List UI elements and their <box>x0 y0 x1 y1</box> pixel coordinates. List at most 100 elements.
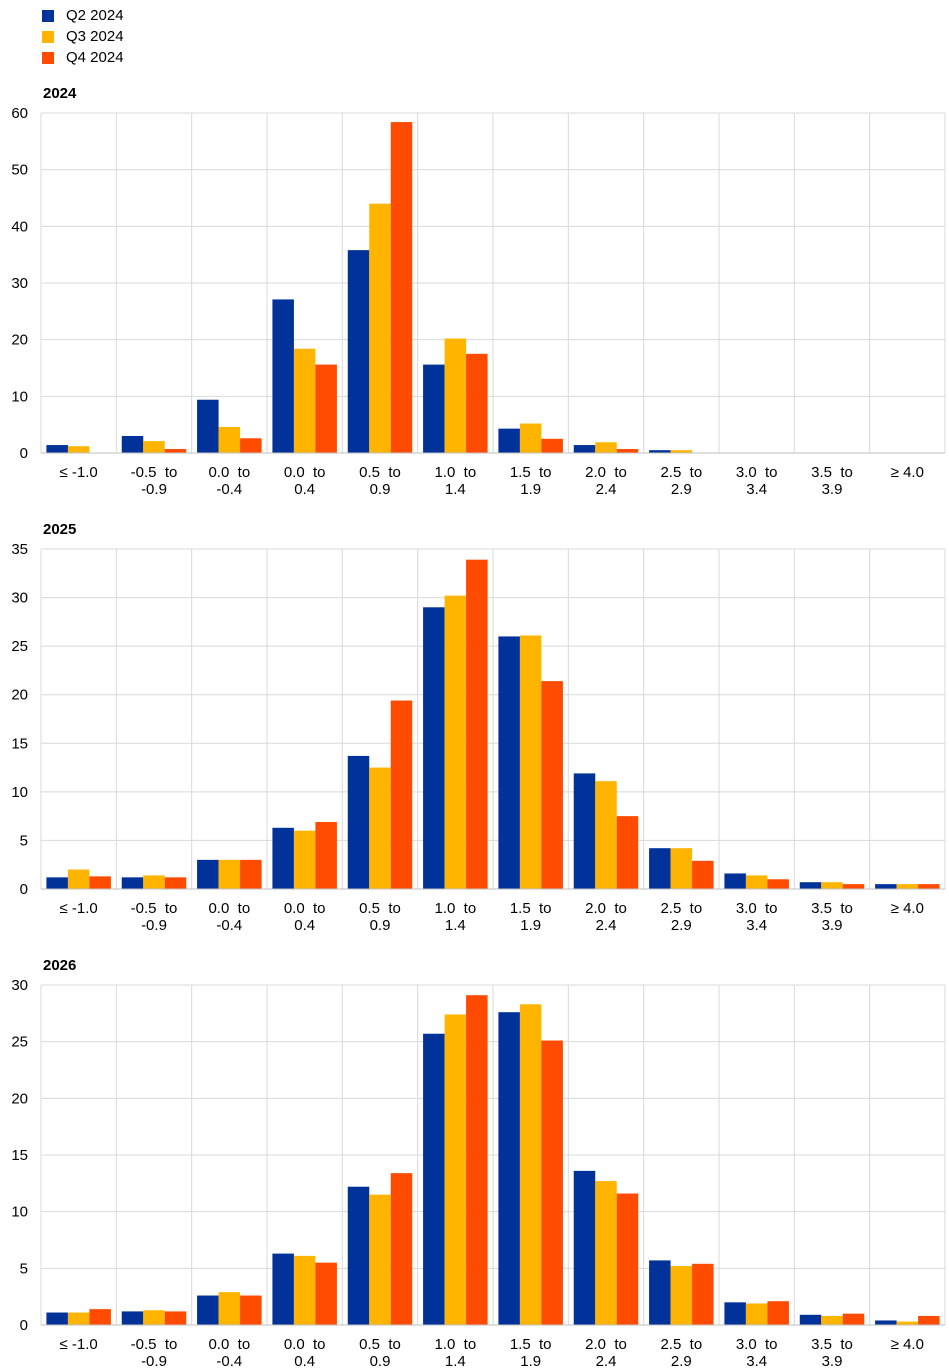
y-tick-label: 25 <box>11 638 28 655</box>
y-tick-label: 10 <box>11 784 28 801</box>
bar <box>143 441 165 453</box>
bar <box>121 436 144 453</box>
legend-swatch <box>42 30 54 43</box>
x-tick-label: -0.5 to -0.9 <box>131 1336 178 1368</box>
x-tick-label: ≥ 4.0 <box>891 464 924 481</box>
y-tick-label: 0 <box>20 445 28 462</box>
bar <box>89 876 111 889</box>
bar <box>724 873 746 889</box>
bar <box>46 1312 68 1325</box>
y-tick-label: 20 <box>11 1090 28 1107</box>
x-tick-label: 0.0 to 0.4 <box>284 1336 326 1368</box>
bar <box>541 1040 563 1325</box>
bar <box>649 848 671 889</box>
y-tick-label: 30 <box>11 275 28 292</box>
x-tick-label: 0.5 to 0.9 <box>359 900 401 934</box>
bar <box>121 877 144 889</box>
chart-title: 2025 <box>43 521 77 538</box>
bar <box>541 438 563 453</box>
bar <box>616 449 639 453</box>
bar <box>423 364 445 453</box>
bar <box>616 1193 639 1325</box>
bar <box>799 1314 822 1325</box>
bar <box>896 1321 919 1325</box>
bar <box>767 879 789 889</box>
bar <box>498 428 520 453</box>
bar <box>272 299 294 453</box>
y-tick-label: 15 <box>11 1147 28 1164</box>
bar <box>218 1292 241 1325</box>
bar <box>595 1181 617 1325</box>
bar <box>444 1014 467 1325</box>
bar <box>519 1004 542 1325</box>
bar <box>164 1311 187 1325</box>
bar <box>745 875 768 889</box>
bar <box>272 827 294 889</box>
bar <box>918 1315 940 1325</box>
bar <box>875 884 897 889</box>
y-tick-label: 35 <box>11 541 28 558</box>
bar <box>164 877 187 889</box>
bar <box>799 882 822 889</box>
x-tick-label: 3.0 to 3.4 <box>736 464 778 498</box>
bar <box>616 816 639 889</box>
bar <box>46 877 68 889</box>
chart-panel-2024: 2024 0 10 20 30 40 50 60 ≤ -1.0 -0.5 to -0.9 0.0 t… <box>0 85 949 505</box>
bar <box>143 875 165 889</box>
x-tick-label: 1.0 to 1.4 <box>434 1336 476 1368</box>
bar <box>519 635 542 889</box>
bar <box>724 1302 746 1325</box>
bar <box>541 681 563 889</box>
bar <box>595 781 617 889</box>
chart-panel-2025: 2025 0 5 10 15 20 25 30 35 ≤ -1.0 -0.5 to -0.9 0.0 … <box>0 521 949 941</box>
y-tick-label: 30 <box>11 977 28 994</box>
x-tick-label: 0.0 to -0.4 <box>208 900 250 934</box>
bar <box>390 700 413 889</box>
x-tick-label: 3.5 to 3.9 <box>811 1336 853 1368</box>
x-tick-label: 3.5 to 3.9 <box>811 464 853 498</box>
y-tick-label: 5 <box>20 1260 28 1277</box>
bar <box>573 445 596 453</box>
bar <box>423 1033 445 1325</box>
bar <box>67 869 90 889</box>
bar <box>369 203 391 453</box>
bar-chart-2024: 0 10 20 30 40 50 60 ≤ -1.0 -0.5 to -0.9 0.0 to -0.4… <box>11 105 946 498</box>
legend-item-q4-2024: Q4 2024 <box>42 47 124 68</box>
chart-title: 2024 <box>43 85 77 102</box>
bar <box>466 559 488 889</box>
bar <box>670 1266 693 1325</box>
bar-chart-2025: 0 5 10 15 20 25 30 35 ≤ -1.0 -0.5 to -0.9 0.0 to -0.… <box>11 541 946 934</box>
x-tick-label: ≤ -1.0 <box>60 900 98 917</box>
legend-label: Q3 2024 <box>66 28 124 45</box>
bar <box>293 348 316 453</box>
x-tick-label: 3.0 to 3.4 <box>736 1336 778 1368</box>
bar <box>519 423 542 453</box>
bar <box>670 848 693 889</box>
bar <box>692 860 714 889</box>
x-tick-label: 0.0 to -0.4 <box>208 464 250 498</box>
bar <box>466 995 488 1325</box>
x-tick-label: ≤ -1.0 <box>60 464 98 481</box>
bar <box>121 1311 144 1325</box>
bar <box>767 1301 789 1325</box>
y-tick-label: 60 <box>11 105 28 122</box>
bar <box>595 442 617 453</box>
bar <box>369 1194 391 1325</box>
x-tick-label: 1.5 to 1.9 <box>510 1336 552 1368</box>
bar <box>573 773 596 889</box>
x-tick-label: 3.5 to 3.9 <box>811 900 853 934</box>
x-tick-label: -0.5 to -0.9 <box>131 464 178 498</box>
y-tick-label: 20 <box>11 332 28 349</box>
bar <box>347 755 370 889</box>
chart-panel-2026: 2026 0 5 10 15 20 25 30 ≤ -1.0 -0.5 to -0.9 0.0 to… <box>0 957 949 1368</box>
y-tick-label: 0 <box>20 1317 28 1334</box>
bar <box>164 449 187 453</box>
bar <box>692 1263 714 1325</box>
x-tick-label: 1.0 to 1.4 <box>434 900 476 934</box>
bar <box>315 821 337 889</box>
bar <box>347 250 370 453</box>
bar <box>842 1313 865 1325</box>
bar <box>218 426 241 453</box>
x-tick-label: 3.0 to 3.4 <box>736 900 778 934</box>
x-tick-label: ≥ 4.0 <box>891 900 924 917</box>
